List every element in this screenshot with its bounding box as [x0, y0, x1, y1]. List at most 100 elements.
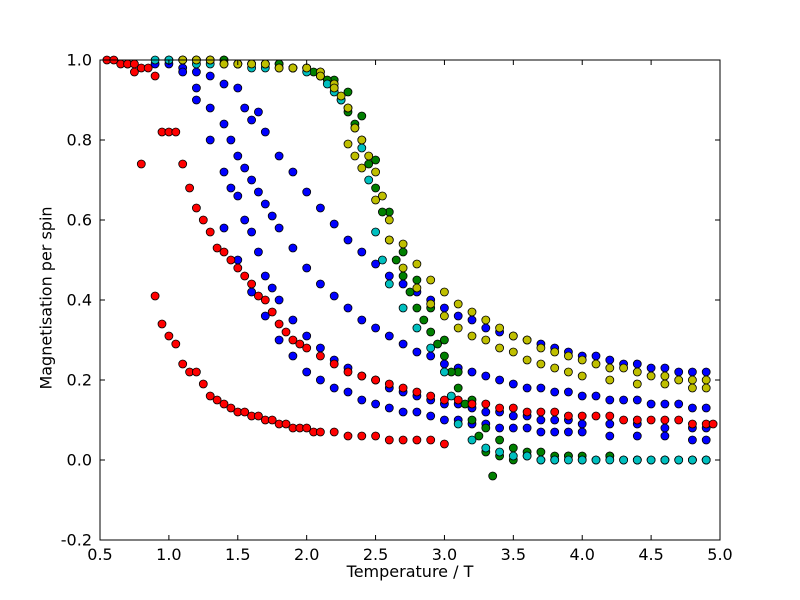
data-point [150, 291, 160, 301]
data-point [508, 411, 518, 421]
data-point [212, 243, 222, 253]
data-point [605, 455, 615, 465]
data-point [453, 395, 463, 405]
data-point [157, 319, 167, 329]
data-point [219, 119, 229, 129]
data-point [329, 291, 339, 301]
data-point [439, 311, 449, 321]
data-point [426, 411, 436, 421]
data-point [219, 79, 229, 89]
data-point [302, 367, 312, 377]
data-point [550, 363, 560, 373]
data-point [191, 95, 201, 105]
data-point [143, 63, 153, 73]
data-point [495, 403, 505, 413]
data-point [274, 335, 284, 345]
data-point [495, 375, 505, 385]
data-point [171, 339, 181, 349]
data-point [632, 431, 642, 441]
data-point [688, 419, 697, 429]
data-point [398, 303, 408, 313]
data-point [329, 427, 339, 437]
data-point [467, 399, 477, 409]
data-point [191, 83, 201, 93]
data-point [391, 255, 401, 265]
data-point [439, 303, 449, 313]
data-point [522, 451, 532, 461]
data-point [315, 279, 325, 289]
data-point [433, 339, 443, 349]
data-point [233, 151, 243, 161]
data-point [219, 399, 229, 409]
data-point [357, 111, 367, 121]
data-point [205, 135, 215, 145]
data-point [233, 83, 243, 93]
data-point [398, 279, 408, 289]
data-point [591, 455, 601, 465]
data-point [564, 351, 573, 361]
data-point [364, 175, 374, 185]
data-point [343, 139, 353, 149]
data-point [632, 415, 642, 425]
data-point [488, 471, 498, 481]
data-point [522, 383, 532, 393]
data-point [605, 395, 615, 405]
data-point [357, 315, 367, 325]
data-point [302, 187, 312, 197]
data-point [550, 427, 560, 437]
data-point [660, 379, 670, 389]
data-point [205, 227, 215, 237]
data-point [536, 447, 546, 457]
data-point [660, 415, 670, 425]
data-point [226, 135, 236, 145]
data-point [260, 271, 270, 281]
data-point [398, 271, 408, 281]
data-point [329, 83, 339, 93]
data-point [646, 415, 656, 425]
data-point [315, 203, 325, 213]
data-point [467, 331, 477, 341]
data-point [426, 391, 436, 401]
data-point [536, 383, 546, 393]
data-point [343, 103, 353, 113]
data-point [315, 375, 325, 385]
data-point [253, 291, 263, 301]
data-point [377, 255, 387, 265]
data-point [253, 411, 263, 421]
data-point [398, 407, 408, 417]
data-point [240, 407, 250, 417]
data-point [419, 315, 429, 325]
data-point [281, 419, 291, 429]
data-point [550, 387, 560, 397]
data-point [688, 367, 697, 377]
data-point [646, 399, 656, 409]
data-point [357, 135, 367, 145]
data-point [577, 391, 587, 401]
data-point [495, 323, 505, 333]
x-tick-label: 5.0 [707, 545, 732, 564]
data-point [439, 367, 449, 377]
data-point [274, 319, 284, 329]
data-point [688, 383, 697, 393]
data-point [688, 455, 697, 465]
data-point [357, 247, 367, 257]
data-point [646, 371, 656, 381]
data-point [371, 323, 381, 333]
data-point [315, 343, 325, 353]
data-point [412, 275, 422, 285]
data-point [288, 63, 298, 73]
data-point [660, 431, 670, 441]
data-point [536, 407, 546, 417]
data-point [240, 271, 250, 281]
data-point [412, 347, 422, 357]
data-point [178, 67, 188, 77]
data-point [605, 431, 615, 441]
data-point [536, 455, 546, 465]
data-point [577, 455, 587, 465]
data-point [260, 59, 270, 69]
data-point [350, 151, 360, 161]
data-point [274, 151, 284, 161]
data-point [453, 419, 463, 429]
data-point [260, 311, 270, 321]
